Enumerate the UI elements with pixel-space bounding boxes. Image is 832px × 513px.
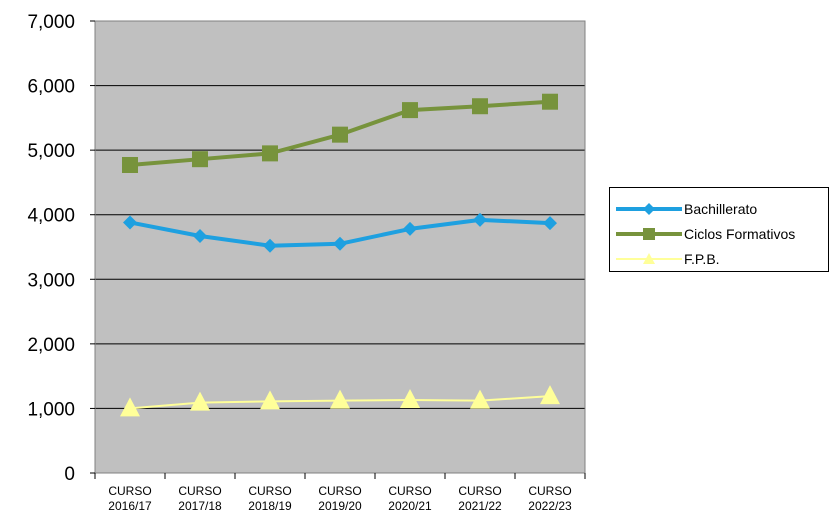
series-0 xyxy=(123,212,557,253)
legend-triangle-marker-icon xyxy=(616,253,682,264)
x-tick-label: CURSO 2017/18 xyxy=(178,484,222,513)
data-point xyxy=(330,389,350,409)
data-point xyxy=(540,385,560,405)
data-point xyxy=(403,221,417,236)
plot-border xyxy=(94,20,586,474)
data-point xyxy=(263,238,277,253)
x-tick-label: CURSO 2022/23 xyxy=(528,484,572,513)
y-tick-label: 1,000 xyxy=(27,399,75,420)
legend-label: Ciclos Formativos xyxy=(684,226,796,242)
legend-item-fpb: F.P.B. xyxy=(610,249,828,269)
data-point xyxy=(262,145,278,162)
series-2 xyxy=(120,385,560,417)
legend-square-marker-icon xyxy=(616,228,682,240)
x-tick-label: CURSO 2016/17 xyxy=(108,484,152,513)
series-1 xyxy=(122,93,558,173)
legend-label: F.P.B. xyxy=(684,251,720,267)
data-point xyxy=(402,102,418,119)
data-point xyxy=(192,151,208,168)
data-point xyxy=(260,390,280,410)
data-point xyxy=(120,397,140,417)
y-axis-ticks: 0 1,000 2,000 3,000 4,000 5,000 6,000 7,000 xyxy=(27,12,95,485)
x-tick-label: CURSO 2019/20 xyxy=(318,484,362,513)
x-tick-label: CURSO 2020/21 xyxy=(388,484,432,513)
x-tick-label: CURSO 2021/22 xyxy=(458,484,502,513)
legend-label: Bachillerato xyxy=(684,201,758,217)
legend-item-bachillerato: Bachillerato xyxy=(610,199,828,219)
y-tick-label: 5,000 xyxy=(27,141,75,162)
y-tick-label: 2,000 xyxy=(27,335,75,356)
data-point xyxy=(332,126,348,143)
data-point xyxy=(473,212,487,227)
data-point xyxy=(542,93,558,110)
data-point xyxy=(470,389,490,409)
x-tick-label: CURSO 2018/19 xyxy=(248,484,292,513)
legend-item-ciclos-formativos: Ciclos Formativos xyxy=(610,224,828,244)
y-tick-label: 6,000 xyxy=(27,77,75,98)
legend: Bachillerato Ciclos Formativos F.P.B. xyxy=(609,187,829,272)
data-point xyxy=(400,389,420,409)
axes xyxy=(94,20,586,474)
data-point xyxy=(193,229,207,244)
data-point xyxy=(190,391,210,411)
data-point xyxy=(472,98,488,115)
series-layer xyxy=(120,93,560,417)
y-tick-label: 3,000 xyxy=(27,270,75,291)
legend-diamond-marker-icon xyxy=(616,203,682,215)
data-point xyxy=(122,156,138,173)
data-point xyxy=(333,236,347,251)
y-tick-label: 4,000 xyxy=(27,206,75,227)
data-point xyxy=(123,215,137,230)
y-tick-label: 0 xyxy=(64,464,75,485)
y-tick-label: 7,000 xyxy=(27,12,75,33)
x-axis-ticks: CURSO 2016/17 CURSO 2017/18 CURSO 2018/19 CURS… xyxy=(94,473,586,513)
data-point xyxy=(543,216,557,231)
